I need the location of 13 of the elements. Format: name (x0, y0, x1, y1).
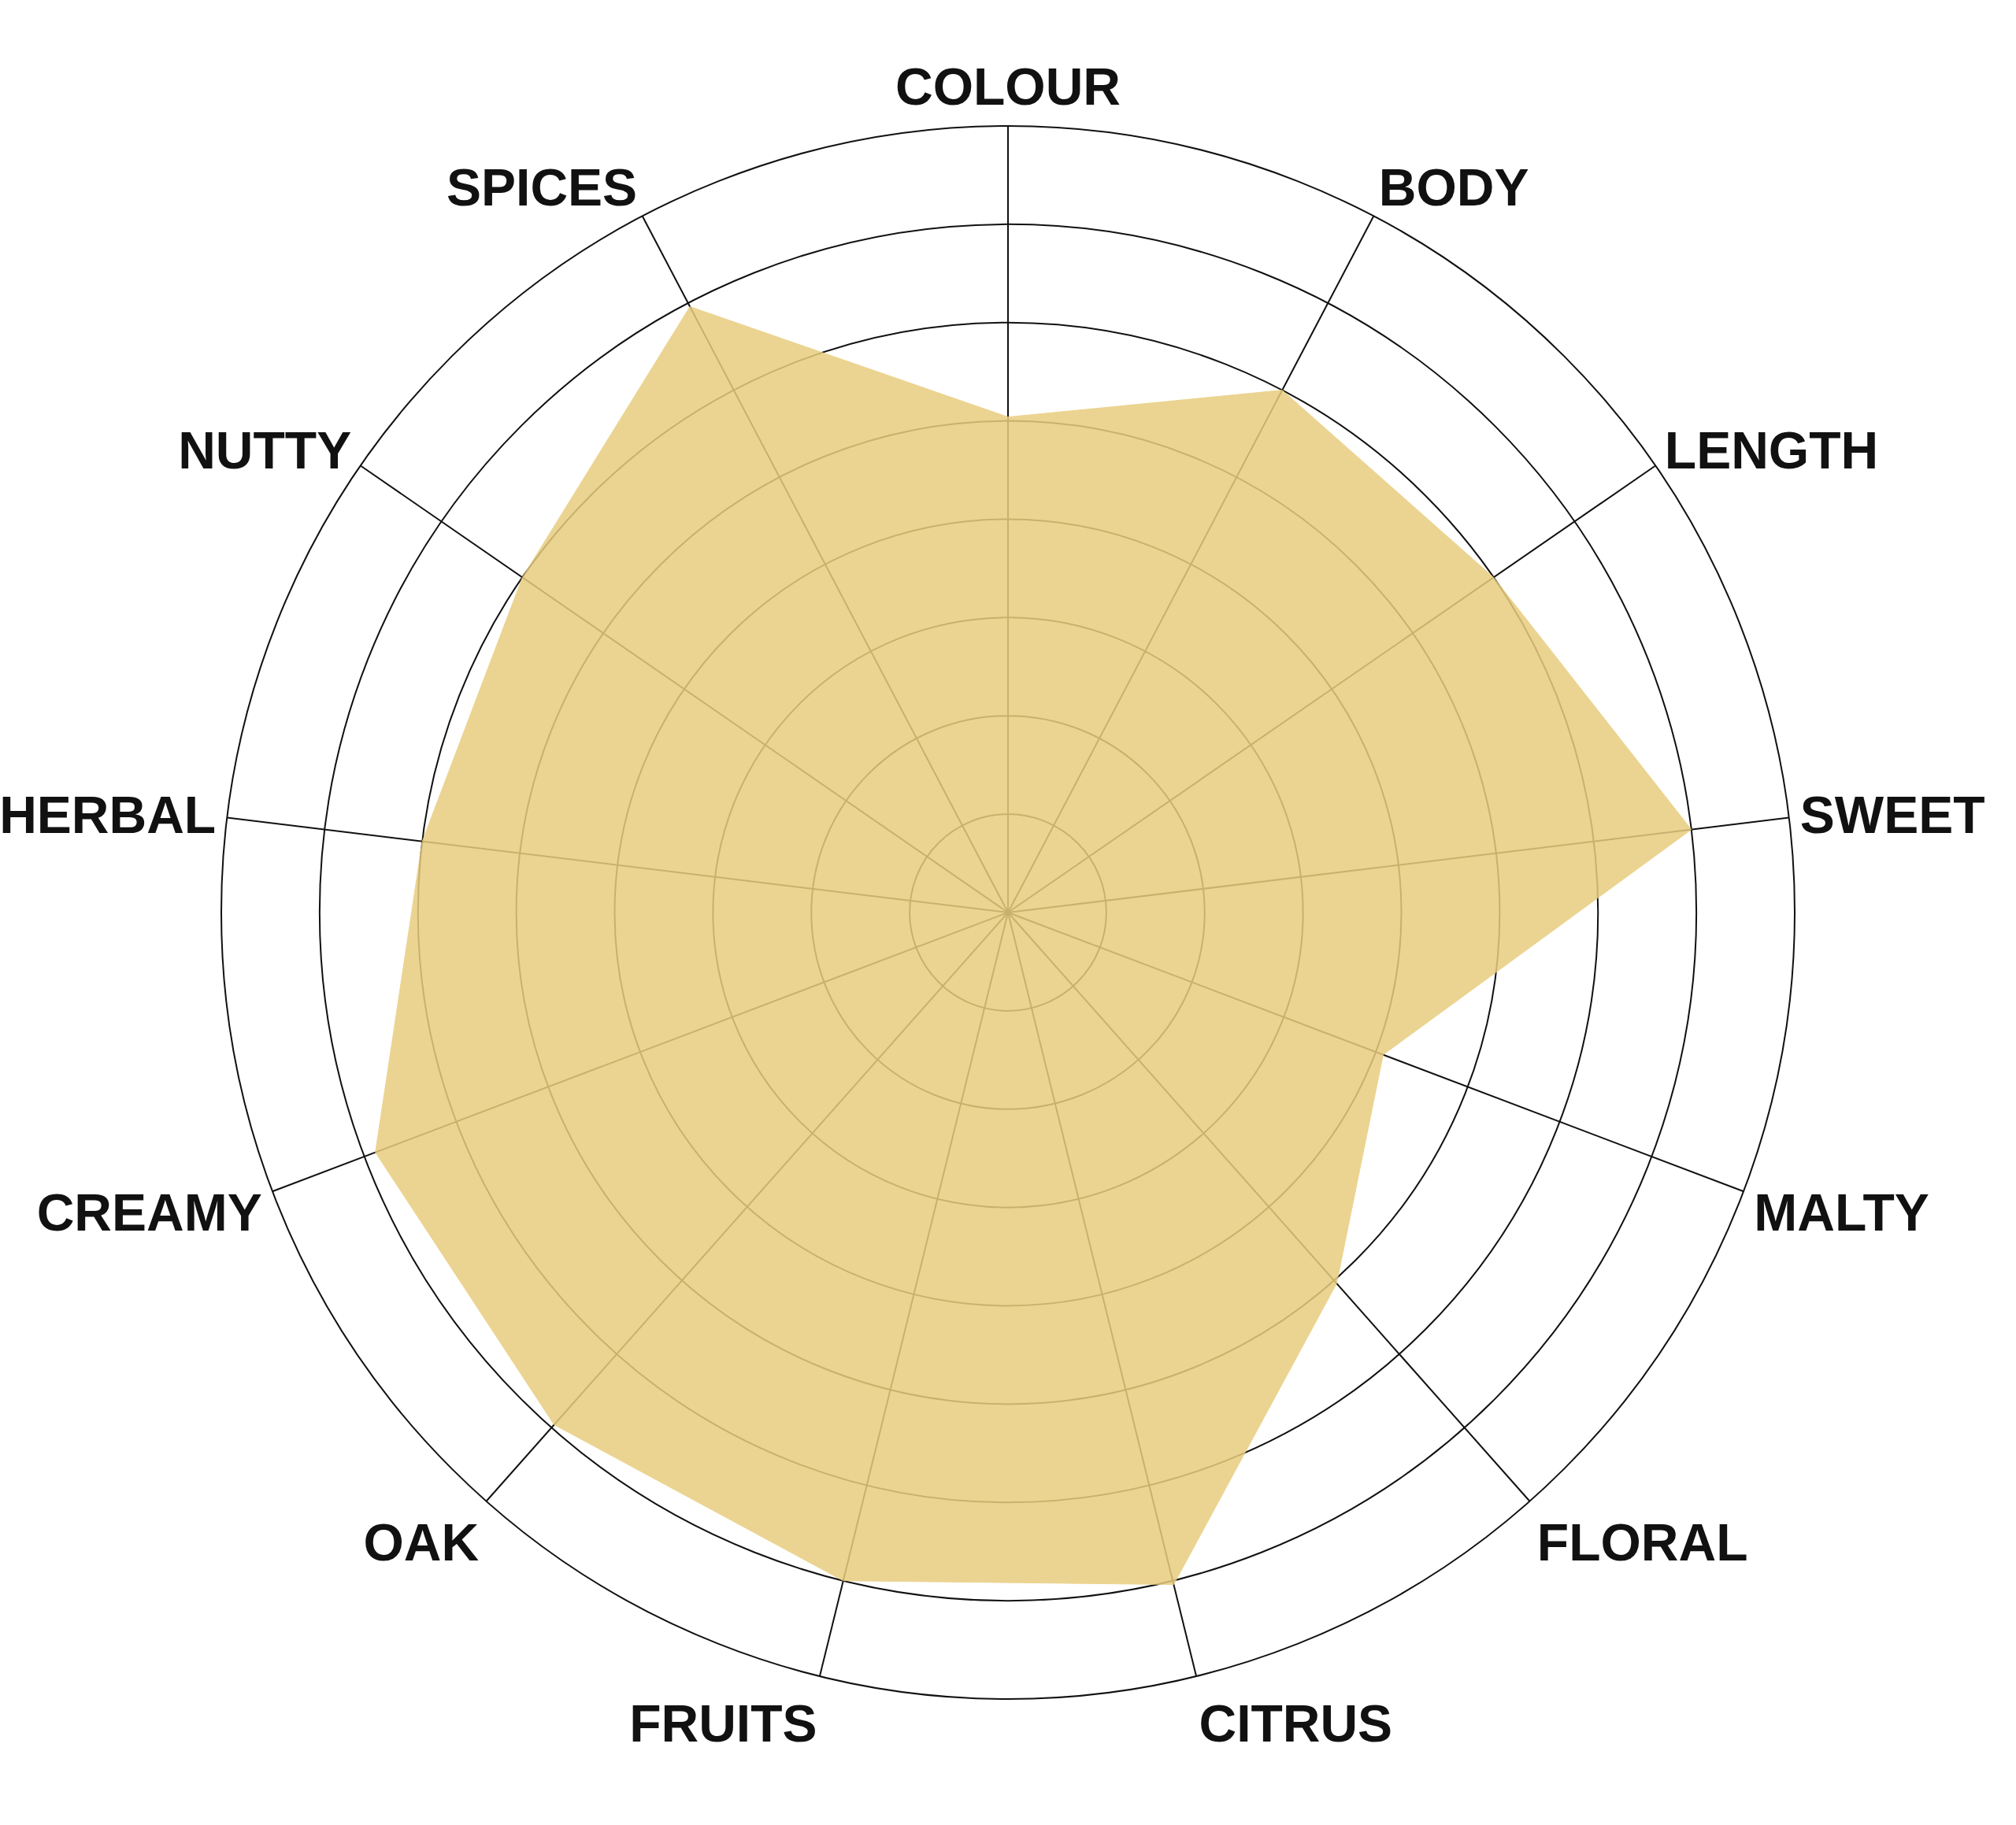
spoke-label: OAK (363, 1513, 480, 1572)
spoke-label: HERBAL (0, 786, 217, 845)
spoke-label: COLOUR (895, 57, 1121, 116)
spoke-label: NUTTY (178, 420, 352, 479)
spoke-label: FRUITS (629, 1694, 817, 1753)
spoke-label: LENGTH (1664, 420, 1879, 479)
spoke-label: CREAMY (36, 1183, 262, 1242)
spoke-label: SWEET (1799, 786, 1985, 845)
spoke-label: FLORAL (1536, 1513, 1748, 1572)
spoke-label: CITRUS (1199, 1694, 1393, 1753)
spoke-label: MALTY (1754, 1183, 1929, 1242)
spoke-label: SPICES (447, 157, 638, 217)
spoke-label: BODY (1378, 157, 1529, 217)
